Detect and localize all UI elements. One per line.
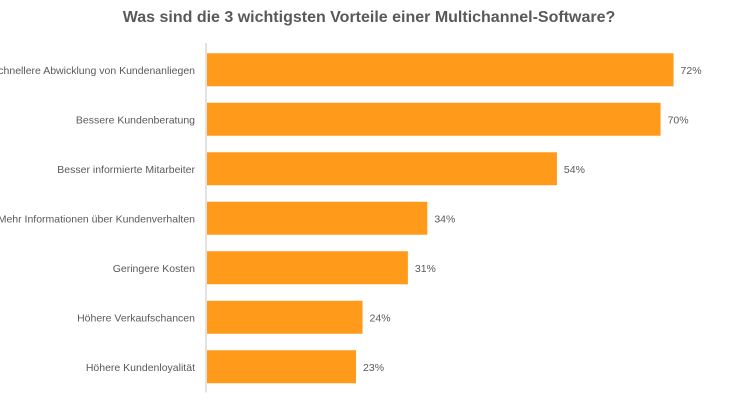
bar (207, 350, 357, 384)
category-label: Höhere Verkaufschancen (77, 312, 195, 324)
data-label: 23% (363, 362, 384, 374)
category-label: Geringere Kosten (113, 263, 195, 275)
bar (207, 300, 363, 334)
bar (207, 251, 408, 285)
bar (207, 53, 674, 87)
category-label: Mehr Informationen über Kundenverhalten (0, 213, 195, 225)
bar (207, 152, 557, 186)
data-label: 72% (681, 65, 702, 77)
category-label: Bessere Kundenberatung (76, 114, 195, 126)
category-label: Schnellere Abwicklung von Kundenanliegen (0, 65, 195, 77)
bar (207, 102, 661, 136)
chart-title: Was sind die 3 wichtigsten Vorteile eine… (122, 9, 616, 26)
data-label: 70% (668, 114, 689, 126)
category-label: Höhere Kundenloyalität (86, 362, 195, 374)
bar (207, 201, 428, 235)
data-label: 34% (434, 213, 455, 225)
category-label: Besser informierte Mitarbeiter (57, 164, 195, 176)
data-label: 24% (370, 312, 391, 324)
data-label: 54% (564, 164, 585, 176)
data-label: 31% (415, 263, 436, 275)
